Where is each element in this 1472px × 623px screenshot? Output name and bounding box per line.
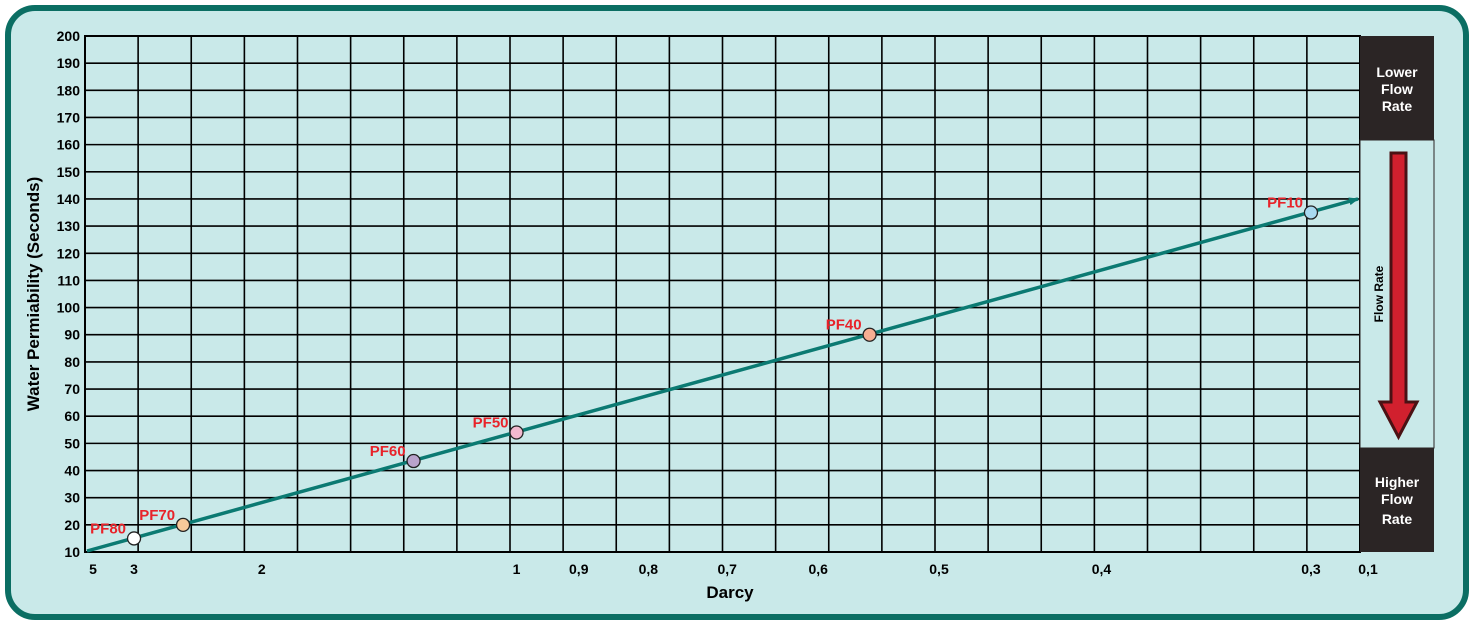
y-tick-label: 70 xyxy=(64,381,80,397)
x-tick-label: 5 xyxy=(89,561,97,577)
y-tick-label: 140 xyxy=(57,191,81,207)
y-tick-labels: 10 20 30 40 50 60 70 80 90 100 110 120 130 140 150 160 1… xyxy=(57,28,81,560)
y-tick-label: 200 xyxy=(57,28,81,44)
x-tick-label: 0,6 xyxy=(808,561,828,577)
y-tick-label: 20 xyxy=(64,517,80,533)
y-tick-label: 130 xyxy=(57,218,81,234)
x-tick-label: 0,9 xyxy=(569,561,589,577)
x-tick-labels: 5 3 2 1 0,9 0,8 0,7 0,6 0,5 0,4 0,3 0,1 xyxy=(89,561,1378,577)
y-tick-label: 80 xyxy=(64,354,80,370)
y-tick-label: 150 xyxy=(57,164,81,180)
x-tick-label: 2 xyxy=(258,561,266,577)
data-point-pf70 xyxy=(175,517,191,532)
data-point-pf80 xyxy=(126,531,142,546)
y-tick-label: 30 xyxy=(64,490,80,506)
y-tick-label: 90 xyxy=(64,327,80,343)
y-tick-label: 110 xyxy=(57,272,80,288)
data-point-pf10 xyxy=(1303,205,1319,220)
point-label-pf80: PF80 xyxy=(90,520,126,537)
point-label-pf70: PF70 xyxy=(139,507,175,524)
x-tick-label: 0,5 xyxy=(929,561,949,577)
x-tick-label: 0,4 xyxy=(1092,561,1112,577)
x-tick-label: 0,3 xyxy=(1301,561,1321,577)
point-label-pf10: PF10 xyxy=(1267,195,1303,212)
y-tick-label: 60 xyxy=(64,408,80,424)
down-arrow-icon xyxy=(1377,151,1420,441)
data-point-pf50 xyxy=(509,425,524,440)
lower-flow-line-1: Lower xyxy=(1376,64,1418,80)
y-tick-label: 190 xyxy=(57,55,81,71)
higher-flow-line-3: Rate xyxy=(1382,511,1413,527)
x-tick-label: 0,8 xyxy=(639,561,659,577)
lower-flow-box xyxy=(1360,36,1434,140)
vertical-grid xyxy=(137,36,1308,552)
data-point-pf40 xyxy=(862,327,877,342)
x-tick-label: 0,1 xyxy=(1358,561,1378,577)
lower-flow-line-3: Rate xyxy=(1382,98,1413,114)
y-tick-label: 10 xyxy=(64,544,80,560)
side-panel: Lower Flow Rate Higher Flow Rate Flow Ra… xyxy=(1359,36,1435,552)
data-points: PF80 PF70 PF60 PF50 PF40 PF10 xyxy=(90,195,1319,546)
point-label-pf40: PF40 xyxy=(826,317,862,334)
y-tick-label: 180 xyxy=(57,82,81,98)
lower-flow-line-2: Flow xyxy=(1381,81,1413,97)
trend-line xyxy=(86,197,1359,553)
y-tick-label: 170 xyxy=(57,109,81,125)
flow-rate-label: Flow Rate xyxy=(1372,265,1386,322)
higher-flow-line-1: Higher xyxy=(1375,474,1420,490)
y-tick-label: 100 xyxy=(57,300,81,316)
higher-flow-line-2: Flow xyxy=(1381,491,1413,507)
y-tick-label: 120 xyxy=(57,245,81,261)
x-tick-label: 3 xyxy=(130,561,138,577)
x-tick-label: 0,7 xyxy=(717,561,737,577)
data-point-pf60 xyxy=(406,453,421,469)
y-axis-title: Water Permiability (Seconds) xyxy=(24,177,43,412)
y-tick-label: 160 xyxy=(57,137,81,153)
point-label-pf50: PF50 xyxy=(473,415,509,432)
x-axis-title: Darcy xyxy=(706,583,754,602)
y-tick-label: 50 xyxy=(64,435,80,451)
x-tick-label: 1 xyxy=(513,561,521,577)
y-tick-label: 40 xyxy=(64,463,80,479)
point-label-pf60: PF60 xyxy=(370,443,406,460)
higher-flow-box xyxy=(1360,448,1434,552)
